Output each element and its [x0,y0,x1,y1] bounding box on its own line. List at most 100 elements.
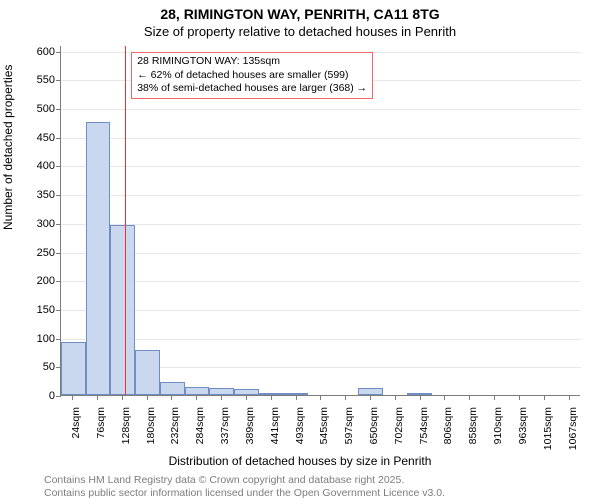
x-tick-mark [147,395,148,400]
y-tick-mark [56,310,61,311]
gridline [61,253,581,254]
y-tick-label: 350 [37,189,55,201]
histogram-bar [86,122,111,395]
x-tick-label: 702sqm [393,407,405,444]
x-tick-label: 1015sqm [542,407,554,450]
title-main: 28, RIMINGTON WAY, PENRITH, CA11 8TG [0,6,600,22]
y-tick-mark [56,109,61,110]
x-tick-label: 337sqm [219,407,231,444]
gridline [61,224,581,225]
histogram-bar [110,225,135,395]
x-tick-label: 858sqm [467,407,479,444]
x-tick-label: 180sqm [145,407,157,444]
histogram-bar [284,393,309,395]
x-tick-label: 284sqm [194,407,206,444]
x-tick-mark [320,395,321,400]
gridline [61,281,581,282]
x-axis-label: Distribution of detached houses by size … [0,454,600,468]
y-tick-label: 250 [37,247,55,259]
x-tick-label: 232sqm [169,407,181,444]
y-tick-mark [56,138,61,139]
histogram-bar [160,382,185,395]
x-tick-mark [122,395,123,400]
x-tick-mark [569,395,570,400]
x-tick-mark [420,395,421,400]
histogram-bar [407,393,432,395]
x-tick-mark [469,395,470,400]
x-tick-mark [171,395,172,400]
x-tick-mark [97,395,98,400]
y-tick-label: 500 [37,103,55,115]
annotation-line-1: 28 RIMINGTON WAY: 135sqm [137,55,367,69]
y-tick-mark [56,281,61,282]
y-tick-mark [56,396,61,397]
x-tick-mark [395,395,396,400]
marker-line [125,46,126,395]
y-tick-label: 0 [49,390,55,402]
y-axis-label: Number of detached properties [1,65,15,230]
x-tick-label: 650sqm [368,407,380,444]
footer-line-1: Contains HM Land Registry data © Crown c… [44,474,445,487]
annotation-line-3: 38% of semi-detached houses are larger (… [137,82,367,96]
x-tick-mark [296,395,297,400]
gridline [61,339,581,340]
x-tick-mark [494,395,495,400]
y-tick-label: 150 [37,304,55,316]
y-tick-label: 450 [37,132,55,144]
x-tick-label: 597sqm [343,407,355,444]
histogram-bar [234,389,259,395]
x-tick-mark [246,395,247,400]
annotation-line-2: ← 62% of detached houses are smaller (59… [137,69,367,83]
x-tick-label: 493sqm [294,407,306,444]
histogram-bar [358,388,383,395]
title-sub: Size of property relative to detached ho… [0,24,600,39]
gridline [61,310,581,311]
x-tick-mark [519,395,520,400]
x-tick-mark [72,395,73,400]
y-tick-label: 400 [37,160,55,172]
y-tick-mark [56,224,61,225]
x-tick-label: 441sqm [269,407,281,444]
x-tick-mark [221,395,222,400]
gridline [61,166,581,167]
x-tick-label: 24sqm [70,407,82,439]
x-tick-mark [444,395,445,400]
x-tick-label: 1067sqm [567,407,579,450]
gridline [61,138,581,139]
x-tick-label: 76sqm [95,407,107,439]
x-tick-label: 545sqm [318,407,330,444]
footer-line-2: Contains public sector information licen… [44,487,445,500]
y-tick-label: 300 [37,218,55,230]
annotation-box: 28 RIMINGTON WAY: 135sqm ← 62% of detach… [131,52,373,99]
histogram-plot: 05010015020025030035040045050055060024sq… [60,46,580,396]
y-tick-label: 600 [37,46,55,58]
x-tick-mark [271,395,272,400]
footer-attribution: Contains HM Land Registry data © Crown c… [44,474,445,499]
x-tick-label: 128sqm [120,407,132,444]
x-tick-mark [370,395,371,400]
x-tick-label: 754sqm [418,407,430,444]
y-tick-label: 50 [43,361,55,373]
x-tick-label: 389sqm [244,407,256,444]
x-tick-label: 963sqm [517,407,529,444]
y-tick-mark [56,80,61,81]
histogram-bar [61,342,86,395]
gridline [61,195,581,196]
histogram-bar [259,393,284,395]
x-tick-mark [345,395,346,400]
x-tick-mark [544,395,545,400]
y-tick-mark [56,52,61,53]
y-tick-mark [56,253,61,254]
x-tick-label: 910sqm [492,407,504,444]
gridline [61,109,581,110]
y-tick-label: 100 [37,333,55,345]
y-tick-mark [56,195,61,196]
y-tick-label: 550 [37,74,55,86]
histogram-bar [185,387,210,395]
x-tick-mark [196,395,197,400]
y-tick-label: 200 [37,275,55,287]
histogram-bar [209,388,234,395]
x-tick-label: 806sqm [442,407,454,444]
histogram-bar [135,350,160,395]
y-tick-mark [56,166,61,167]
